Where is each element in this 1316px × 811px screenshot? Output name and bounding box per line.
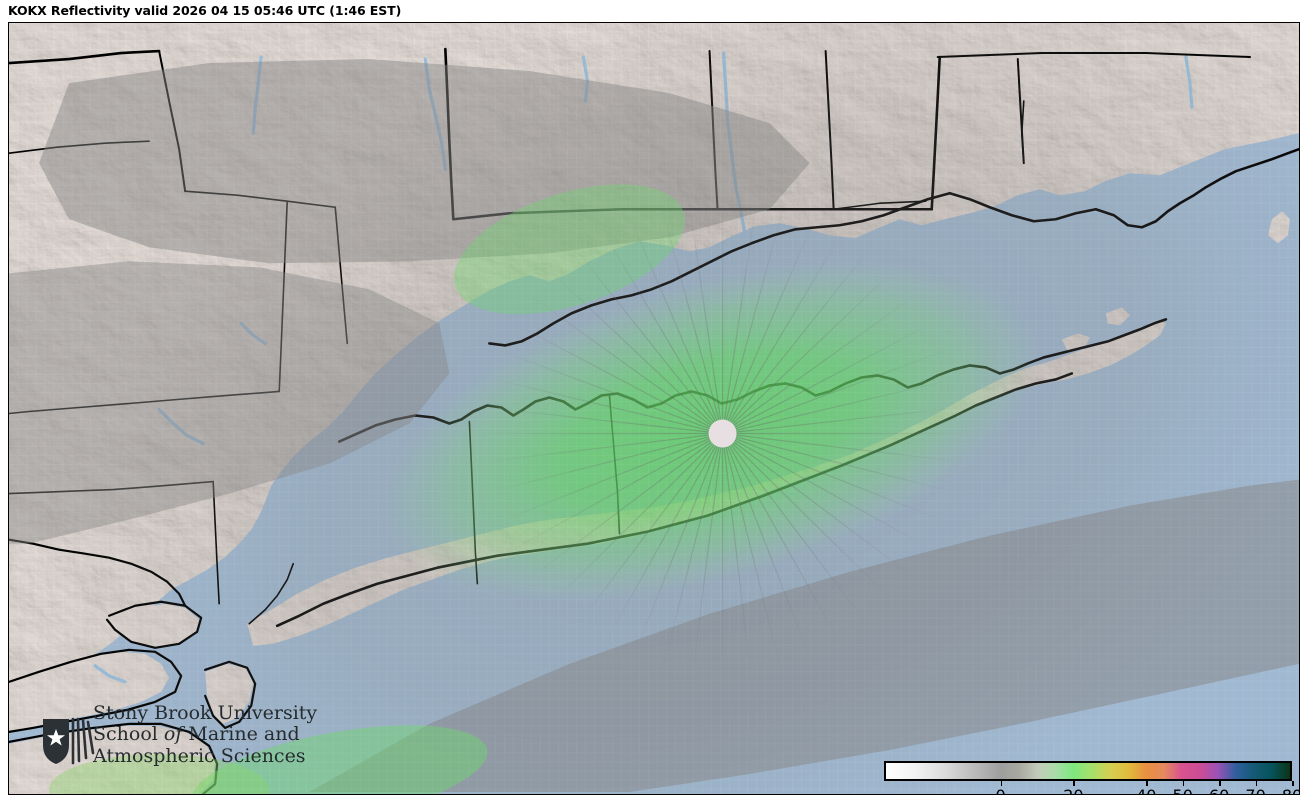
title-bar: KOKX Reflectivity valid 2026 04 15 05:46…	[0, 0, 1316, 22]
logo-line-2-post: Marine and	[182, 723, 300, 746]
colorbar-label-70: 70	[1245, 786, 1265, 794]
logo-line-2-pre: School	[93, 723, 164, 746]
colorbar-label-60: 60	[1209, 786, 1229, 794]
colorbar-label-0: 0	[995, 786, 1005, 794]
colorbar-label-50: 50	[1173, 786, 1193, 794]
radar-map-canvas[interactable]	[9, 23, 1299, 794]
page-title: KOKX Reflectivity valid 2026 04 15 05:46…	[8, 3, 402, 18]
radar-site-cone-of-silence	[708, 419, 737, 448]
colorbar-tick-0	[1000, 781, 1003, 786]
logo-line-1: Stony Brook University	[93, 702, 318, 724]
colorbar-label-80: 80	[1282, 786, 1299, 794]
reflectivity-colorbar: 0 20 40 50 60 70 80	[884, 761, 1299, 794]
colorbar-gradient	[886, 763, 1290, 779]
colorbar-tick-60	[1219, 781, 1221, 786]
logo-line-2: School of Marine and	[93, 724, 317, 745]
colorbar-bar	[884, 761, 1292, 781]
colorbar-tick-40	[1146, 781, 1148, 786]
radar-radial-spokes	[462, 173, 983, 689]
colorbar-label-20: 20	[1063, 786, 1083, 794]
colorbar-tick-20	[1073, 781, 1075, 786]
colorbar-label-40: 40	[1136, 786, 1156, 794]
stony-brook-somas-logo: Stony Brook University School of Marine …	[39, 702, 317, 794]
shield-star-icon	[43, 717, 95, 765]
colorbar-tick-axis: 0 20 40 50 60 70 80	[884, 781, 1299, 794]
logo-text-block: Stony Brook University School of Marine …	[93, 702, 318, 767]
logo-line-2-emphasis: of	[163, 723, 183, 746]
logo-line-3: Atmospheric Sciences	[93, 744, 306, 767]
colorbar-tick-50	[1182, 781, 1185, 786]
radar-map-frame[interactable]: Stony Brook University School of Marine …	[8, 22, 1300, 795]
colorbar-tick-80	[1292, 781, 1294, 786]
colorbar-tick-70	[1255, 781, 1258, 786]
